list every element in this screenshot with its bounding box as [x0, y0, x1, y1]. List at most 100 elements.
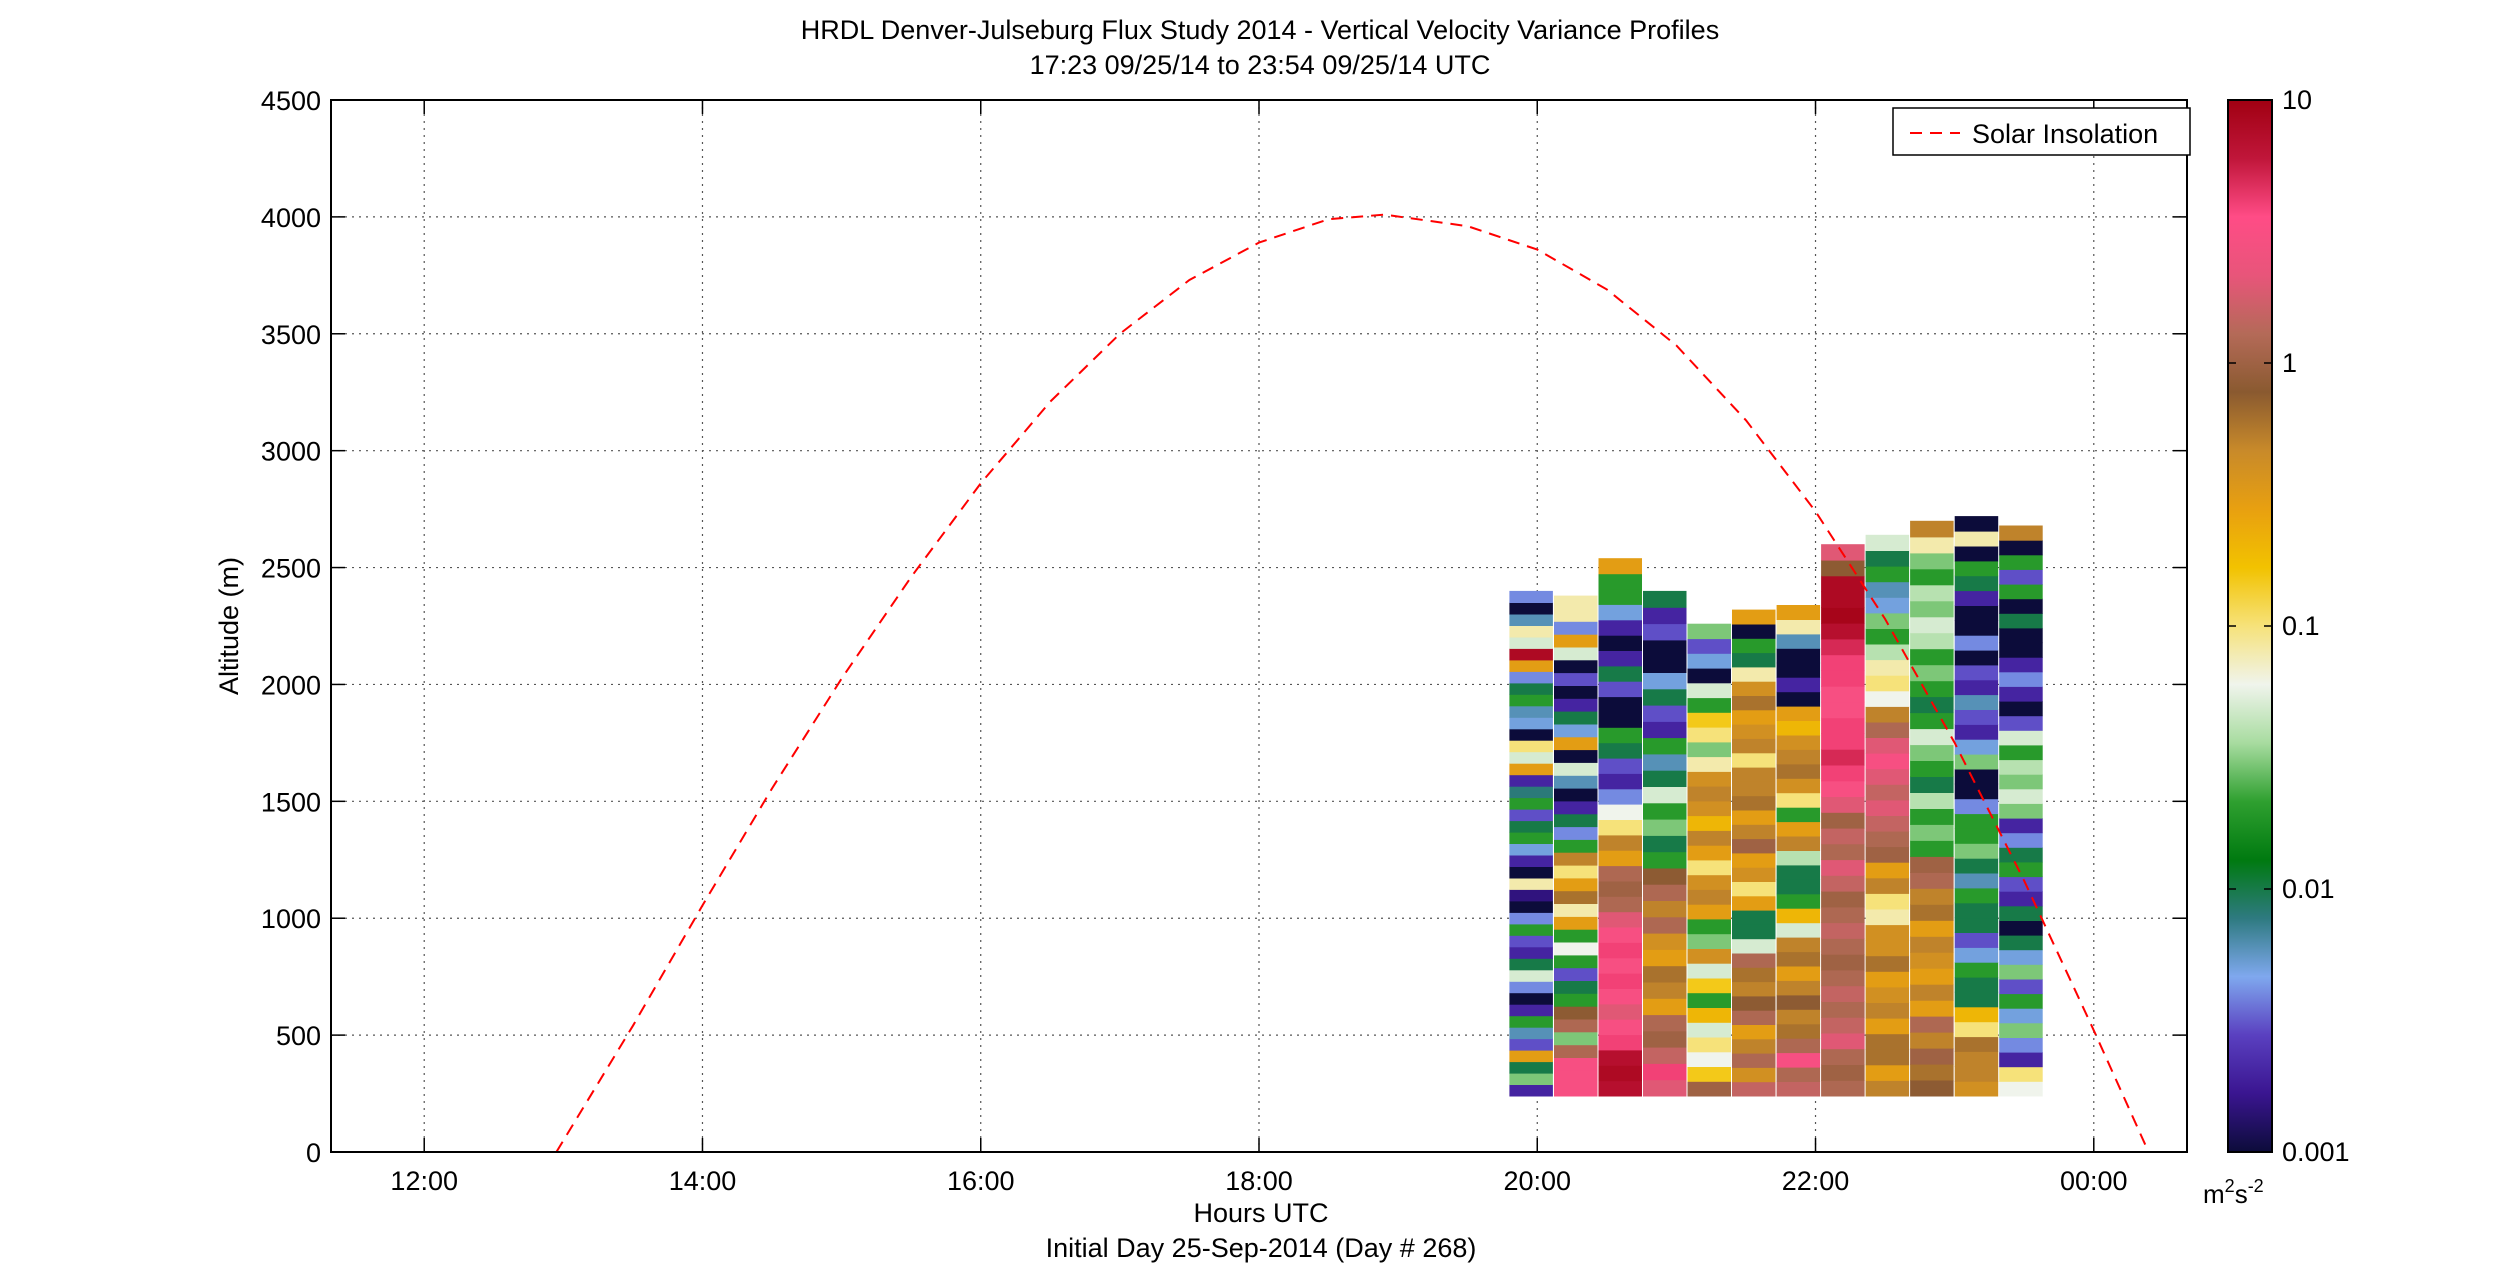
heatmap-cell-6-10	[1776, 937, 1821, 953]
heatmap-cell-11-14	[1999, 876, 2043, 892]
heatmap-cell-6-16	[1776, 850, 1821, 866]
heatmap-cell-5-24	[1732, 738, 1776, 754]
heatmap-cell-1-8	[1554, 980, 1598, 994]
heatmap-cell-8-32	[1865, 581, 1910, 598]
heatmap-cell-6-19	[1776, 807, 1821, 823]
heatmap-cell-4-16	[1687, 845, 1731, 861]
heatmap-cell-2-10	[1598, 926, 1642, 943]
heatmap-cell-0-34	[1509, 694, 1553, 707]
heatmap-cell-3-11	[1643, 900, 1687, 918]
heatmap-cell-11-16	[1999, 847, 2043, 863]
colorbar-tick-label-1: 0.01	[2282, 874, 2335, 904]
heatmap-cell-0-12	[1509, 946, 1553, 959]
heatmap-cell-3-24	[1643, 688, 1687, 706]
heatmap-cell-7-27	[1821, 654, 1865, 671]
heatmap-cell-6-24	[1776, 734, 1821, 750]
heatmap-cell-9-34	[1910, 536, 1954, 554]
heatmap-cell-0-6	[1509, 1015, 1553, 1028]
heatmap-cell-1-13	[1554, 916, 1598, 930]
heatmap-cell-11-19	[1999, 803, 2043, 819]
heatmap-cell-9-31	[1910, 584, 1954, 602]
heatmap-cell-0-2	[1509, 1061, 1553, 1074]
heatmap-cell-5-17	[1732, 838, 1776, 854]
heatmap-cell-7-21	[1821, 749, 1865, 766]
heatmap-cell-8-34	[1865, 550, 1910, 567]
heatmap-cell-1-29	[1554, 711, 1598, 725]
heatmap-cell-2-8	[1598, 957, 1642, 974]
heatmap-cell-0-42	[1509, 602, 1553, 615]
x-tick-label-5: 22:00	[1782, 1166, 1850, 1196]
heatmap-cell-2-27	[1598, 665, 1642, 682]
heatmap-cell-5-7	[1732, 981, 1776, 997]
heatmap-cell-4-24	[1687, 727, 1731, 743]
heatmap-cell-7-6	[1821, 985, 1865, 1002]
heatmap-cell-11-37	[1999, 540, 2043, 556]
heatmap-cell-8-29	[1865, 628, 1910, 645]
heatmap-cell-9-14	[1910, 856, 1954, 873]
heatmap-cell-9-8	[1910, 952, 1954, 969]
heatmap-cell-1-24	[1554, 775, 1598, 789]
heatmap-cell-0-0	[1509, 1084, 1553, 1097]
heatmap-cell-9-10	[1910, 920, 1954, 937]
heatmap-cell-4-29	[1687, 653, 1731, 669]
heatmap-cell-1-5	[1554, 1018, 1598, 1033]
heatmap-cell-7-25	[1821, 686, 1865, 703]
heatmap-cell-1-0	[1554, 1083, 1598, 1097]
colorbar-tick-label-2: 0.1	[2282, 611, 2320, 641]
heatmap-cell-0-7	[1509, 1004, 1553, 1017]
heatmap-cell-0-17	[1509, 889, 1553, 902]
heatmap-cell-9-35	[1910, 520, 1954, 538]
heatmap-cell-10-15	[1954, 858, 1999, 874]
heatmap-cell-11-10	[1999, 935, 2043, 951]
heatmap-cell-0-29	[1509, 751, 1553, 764]
heatmap-cell-6-7	[1776, 980, 1821, 996]
heatmap-cell-6-0	[1776, 1081, 1821, 1097]
y-tick-label-8: 4000	[261, 203, 321, 233]
heatmap-cell-6-29	[1776, 662, 1821, 678]
heatmap-cell-9-12	[1910, 888, 1954, 905]
heatmap-cell-6-31	[1776, 633, 1821, 649]
heatmap-cell-4-22	[1687, 756, 1731, 772]
heatmap-cell-5-15	[1732, 867, 1776, 882]
heatmap-cell-4-13	[1687, 889, 1731, 905]
heatmap-cell-8-11	[1865, 908, 1910, 926]
heatmap-cell-2-0	[1598, 1080, 1642, 1097]
heatmap-cell-0-18	[1509, 877, 1553, 890]
heatmap-cell-6-27	[1776, 691, 1821, 707]
heatmap-cell-6-5	[1776, 1009, 1821, 1025]
heatmap-cell-9-22	[1910, 728, 1954, 746]
heatmap-cell-5-8	[1732, 967, 1776, 983]
heatmap-cell-1-23	[1554, 788, 1598, 802]
heatmap-cell-0-43	[1509, 590, 1553, 603]
heatmap-cell-10-6	[1954, 991, 1999, 1008]
heatmap-cell-4-26	[1687, 697, 1731, 713]
y-axis-label: Altitude (m)	[214, 557, 244, 695]
heatmap-cell-10-17	[1954, 828, 1999, 844]
heatmap-cell-1-27	[1554, 736, 1598, 751]
heatmap-cell-4-8	[1687, 963, 1731, 979]
heatmap-cell-8-35	[1865, 534, 1910, 551]
heatmap-cell-1-20	[1554, 826, 1598, 840]
colorbar-tick-label-4: 10	[2282, 85, 2312, 115]
heatmap-cell-0-28	[1509, 763, 1553, 776]
heatmap-cell-7-24	[1821, 701, 1865, 719]
heatmap-cell-4-18	[1687, 815, 1731, 831]
heatmap-cell-0-15	[1509, 912, 1553, 925]
heatmap-cell-5-1	[1732, 1067, 1776, 1083]
y-tick-label-6: 3000	[261, 437, 321, 467]
heatmap-cell-8-2	[1865, 1049, 1910, 1066]
heatmap-cell-9-20	[1910, 760, 1954, 777]
heatmap-cell-11-29	[1999, 657, 2043, 673]
heatmap-cell-4-4	[1687, 1022, 1731, 1038]
heatmap-cell-8-30	[1865, 612, 1910, 629]
heatmap-cell-1-7	[1554, 993, 1598, 1007]
heatmap-cell-5-14	[1732, 881, 1776, 897]
heatmap-cell-4-21	[1687, 771, 1731, 787]
heatmap-cell-2-21	[1598, 757, 1642, 774]
heatmap-cell-5-19	[1732, 809, 1776, 825]
heatmap-cell-0-37	[1509, 659, 1553, 672]
y-tick-label-3: 1500	[261, 787, 321, 817]
heatmap-cell-2-13	[1598, 880, 1642, 897]
heatmap-cell-5-12	[1732, 910, 1776, 925]
heatmap-cell-10-14	[1954, 872, 1999, 889]
